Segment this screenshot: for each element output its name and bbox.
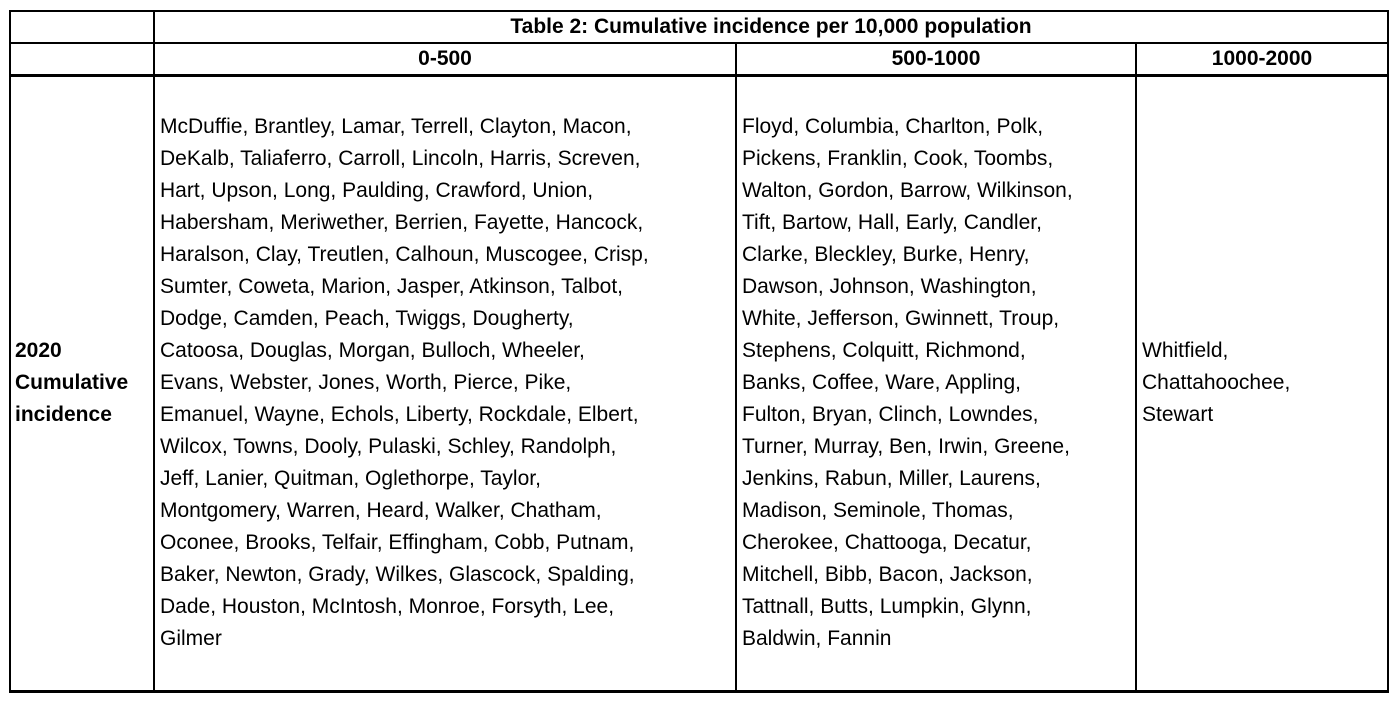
county-list-line: Oconee, Brooks, Telfair, Effingham, Cobb… bbox=[160, 531, 635, 554]
county-list-line: Pickens, Franklin, Cook, Toombs, bbox=[742, 147, 1054, 170]
county-list-line: Jenkins, Rabun, Miller, Laurens, bbox=[742, 467, 1041, 490]
column-header-1000-2000: 1000-2000 bbox=[1135, 42, 1389, 77]
county-list-line: Wilcox, Towns, Dooly, Pulaski, Schley, R… bbox=[160, 435, 617, 458]
county-list-line: Dade, Houston, McIntosh, Monroe, Forsyth… bbox=[160, 595, 615, 618]
county-list-line: Tift, Bartow, Hall, Early, Candler, bbox=[742, 211, 1042, 234]
county-list-line: Catoosa, Douglas, Morgan, Bulloch, Wheel… bbox=[160, 339, 585, 362]
county-list-line: Fulton, Bryan, Clinch, Lowndes, bbox=[742, 403, 1039, 426]
county-list-line: Madison, Seminole, Thomas, bbox=[742, 499, 1014, 522]
county-list-line: Emanuel, Wayne, Echols, Liberty, Rockdal… bbox=[160, 403, 639, 426]
county-list-line: Dawson, Johnson, Washington, bbox=[742, 275, 1037, 298]
data-row: 2020 Cumulative incidence McDuffie, Bran… bbox=[9, 74, 1389, 693]
cell-500-1000: Floyd, Columbia, Charlton, Polk, Pickens,… bbox=[735, 74, 1137, 693]
county-list-line: Jeff, Lanier, Quitman, Oglethorpe, Taylo… bbox=[160, 467, 541, 490]
county-list-line: McDuffie, Brantley, Lamar, Terrell, Clay… bbox=[160, 115, 632, 138]
column-header-row: 0-500 500-1000 1000-2000 bbox=[9, 42, 1389, 77]
corner-cell bbox=[9, 10, 155, 44]
cell-1000-2000: Whitfield, Chattahoochee, Stewart bbox=[1135, 74, 1389, 693]
county-list-line: Habersham, Meriwether, Berrien, Fayette,… bbox=[160, 211, 644, 234]
county-list-line: Dodge, Camden, Peach, Twiggs, Dougherty, bbox=[160, 307, 574, 330]
county-list-line: Clarke, Bleckley, Burke, Henry, bbox=[742, 243, 1030, 266]
row-label-line: Cumulative bbox=[15, 371, 129, 394]
column-header-0-500: 0-500 bbox=[153, 42, 737, 77]
row-label: 2020 Cumulative incidence bbox=[9, 74, 155, 693]
incidence-table: Table 2: Cumulative incidence per 10,000… bbox=[9, 10, 1389, 693]
county-list-line: Baker, Newton, Grady, Wilkes, Glascock, … bbox=[160, 563, 635, 586]
county-list-line: Hart, Upson, Long, Paulding, Crawford, U… bbox=[160, 179, 594, 202]
county-list-line: Sumter, Coweta, Marion, Jasper, Atkinson… bbox=[160, 275, 624, 298]
title-row: Table 2: Cumulative incidence per 10,000… bbox=[9, 10, 1389, 44]
corner-cell bbox=[9, 42, 155, 77]
county-list-line: Evans, Webster, Jones, Worth, Pierce, Pi… bbox=[160, 371, 572, 394]
county-list-line: Stewart bbox=[1142, 403, 1214, 426]
county-list-line: DeKalb, Taliaferro, Carroll, Lincoln, Ha… bbox=[160, 147, 641, 170]
county-list-line: Mitchell, Bibb, Bacon, Jackson, bbox=[742, 563, 1033, 586]
county-list-line: Floyd, Columbia, Charlton, Polk, bbox=[742, 115, 1044, 138]
county-list-line: Montgomery, Warren, Heard, Walker, Chath… bbox=[160, 499, 602, 522]
column-header-500-1000: 500-1000 bbox=[735, 42, 1137, 77]
county-list-line: Baldwin, Fannin bbox=[742, 627, 892, 650]
county-list-line: Banks, Coffee, Ware, Appling, bbox=[742, 371, 1021, 394]
county-list-line: Stephens, Colquitt, Richmond, bbox=[742, 339, 1026, 362]
county-list-line: Gilmer bbox=[160, 627, 222, 650]
county-list-line: Chattahoochee, bbox=[1142, 371, 1291, 394]
county-list-line: Whitfield, bbox=[1142, 339, 1229, 362]
county-list-line: Haralson, Clay, Treutlen, Calhoun, Musco… bbox=[160, 243, 649, 266]
county-list-line: Cherokee, Chattooga, Decatur, bbox=[742, 531, 1032, 554]
county-list-line: Tattnall, Butts, Lumpkin, Glynn, bbox=[742, 595, 1032, 618]
county-list-line: Turner, Murray, Ben, Irwin, Greene, bbox=[742, 435, 1070, 458]
table-title: Table 2: Cumulative incidence per 10,000… bbox=[153, 10, 1389, 44]
row-label-line: 2020 bbox=[15, 339, 62, 362]
row-label-line: incidence bbox=[15, 403, 112, 426]
county-list-line: Walton, Gordon, Barrow, Wilkinson, bbox=[742, 179, 1073, 202]
county-list-line: White, Jefferson, Gwinnett, Troup, bbox=[742, 307, 1060, 330]
cell-0-500: McDuffie, Brantley, Lamar, Terrell, Clay… bbox=[153, 74, 737, 693]
